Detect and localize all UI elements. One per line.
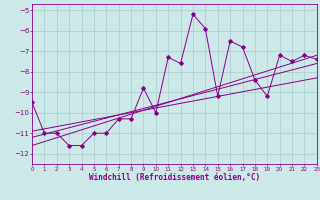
X-axis label: Windchill (Refroidissement éolien,°C): Windchill (Refroidissement éolien,°C) bbox=[89, 173, 260, 182]
